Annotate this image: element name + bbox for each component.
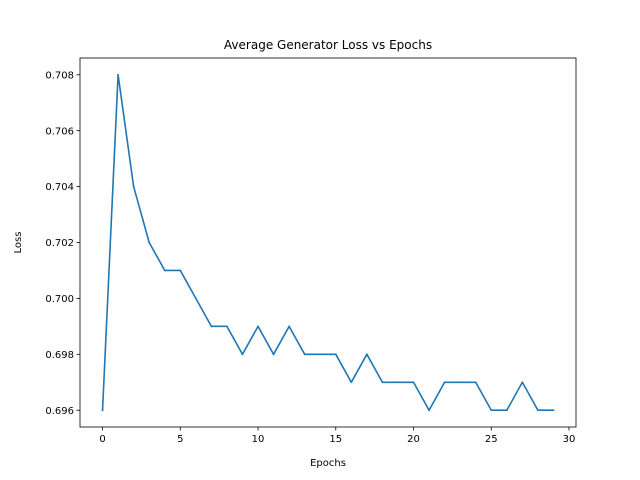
data-point — [521, 381, 524, 384]
data-point — [272, 353, 275, 356]
data-point — [257, 325, 259, 328]
x-tick-label: 25 — [485, 434, 498, 445]
data-point — [241, 353, 244, 356]
data-point — [350, 381, 353, 384]
y-tick-label: 0.702 — [45, 238, 74, 249]
data-point — [334, 353, 337, 356]
y-axis-label: Loss — [13, 232, 24, 254]
data-point — [194, 297, 197, 300]
data-point — [132, 185, 135, 188]
x-tick-label: 10 — [252, 434, 265, 445]
data-point — [490, 409, 493, 412]
series-line-0 — [101, 73, 555, 412]
y-tick-label: 0.700 — [45, 294, 74, 305]
data-point — [412, 381, 415, 384]
x-tick-label: 15 — [329, 434, 342, 445]
data-point — [319, 353, 322, 356]
data-point — [443, 381, 446, 384]
data-point — [365, 353, 368, 356]
data-point — [397, 381, 399, 384]
data-point — [210, 325, 213, 328]
data-point — [226, 325, 228, 328]
data-point — [474, 381, 477, 384]
data-point — [288, 325, 291, 328]
data-point — [537, 409, 539, 412]
y-tick-label: 0.698 — [45, 350, 74, 361]
x-tick-label: 5 — [177, 434, 183, 445]
data-point — [381, 381, 384, 384]
plot-area — [101, 73, 555, 412]
data-point — [101, 409, 104, 412]
x-tick-label: 30 — [563, 434, 576, 445]
y-tick-label: 0.708 — [45, 70, 74, 81]
data-point — [163, 269, 166, 272]
data-point — [552, 409, 555, 412]
data-point — [179, 269, 182, 272]
data-point — [117, 73, 119, 76]
y-tick-label: 0.696 — [45, 406, 74, 417]
y-tick-label: 0.706 — [45, 126, 74, 137]
y-axis-ticks: 0.696 0.698 0.700 0.702 0.704 0.706 0.708 — [45, 70, 80, 417]
data-point — [428, 409, 430, 412]
data-point — [459, 381, 462, 384]
x-tick-label: 0 — [99, 434, 105, 445]
x-tick-label: 20 — [407, 434, 420, 445]
y-tick-label: 0.704 — [45, 182, 74, 193]
x-axis-label: Epochs — [310, 458, 346, 469]
x-axis-ticks: 0 5 10 15 20 25 30 — [99, 427, 575, 445]
chart-title: Average Generator Loss vs Epochs — [224, 38, 432, 52]
data-point — [303, 353, 306, 356]
data-point — [505, 409, 508, 412]
data-point — [148, 241, 151, 244]
